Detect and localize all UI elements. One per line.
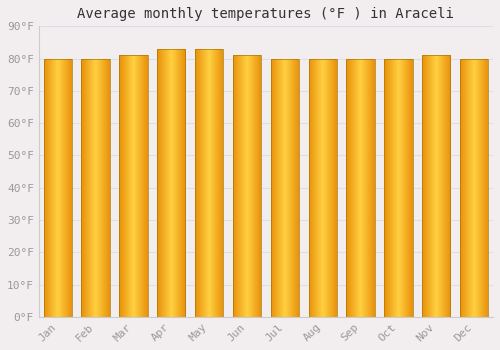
Bar [82, 58, 110, 317]
Bar [308, 58, 337, 317]
Title: Average monthly temperatures (°F ) in Araceli: Average monthly temperatures (°F ) in Ar… [78, 7, 454, 21]
Bar [384, 58, 412, 317]
Bar [422, 55, 450, 317]
Bar [44, 58, 72, 317]
Bar [346, 58, 375, 317]
Bar [270, 58, 299, 317]
Bar [460, 58, 488, 317]
Bar [157, 49, 186, 317]
Bar [119, 55, 148, 317]
Bar [195, 49, 224, 317]
Bar [233, 55, 261, 317]
